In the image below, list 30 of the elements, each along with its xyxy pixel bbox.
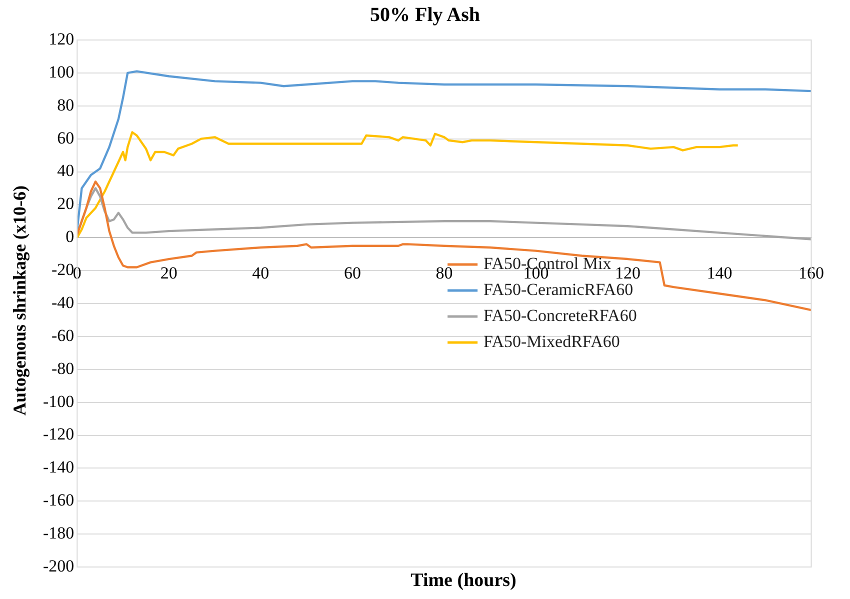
y-tick-label: -60 [51, 326, 74, 345]
chart-title: 50% Fly Ash [368, 4, 482, 27]
x-tick-label: 120 [614, 263, 640, 282]
y-tick-label: 100 [48, 62, 74, 82]
y-tick-label: -20 [51, 260, 74, 280]
y-tick-label: -100 [42, 392, 74, 411]
y-tick-label: 80 [57, 95, 74, 114]
x-tick-label: 140 [706, 263, 732, 282]
y-tick-label: -120 [42, 424, 74, 444]
x-axis-title: Time (hours) [410, 570, 518, 592]
y-tick-label: -40 [51, 292, 74, 312]
y-tick-label: 120 [48, 29, 74, 48]
y-axis-title: Autogenous shrinkage (x10-6) [10, 184, 30, 418]
legend-label: FA50-ConcreteRFA60 [484, 306, 637, 325]
x-tick-label: 80 [436, 263, 453, 282]
legend-label: FA50-CeramicRFA60 [484, 280, 634, 299]
y-tick-label: -80 [51, 358, 74, 378]
y-tick-label: 0 [66, 227, 74, 246]
x-tick-label: 40 [252, 263, 270, 282]
x-tick-label: 60 [344, 263, 361, 282]
y-tick-label: -160 [42, 490, 74, 510]
x-tick-label: 160 [798, 263, 824, 282]
y-tick-label: 20 [57, 194, 74, 214]
legend-label: FA50-MixedRFA60 [484, 332, 620, 351]
x-tick-label: 20 [160, 263, 178, 282]
y-tick-label: -200 [42, 556, 74, 576]
y-tick-label: 40 [57, 161, 74, 180]
y-tick-label: -180 [42, 524, 74, 543]
y-tick-label: -140 [42, 458, 74, 477]
y-tick-label: 60 [57, 128, 74, 148]
